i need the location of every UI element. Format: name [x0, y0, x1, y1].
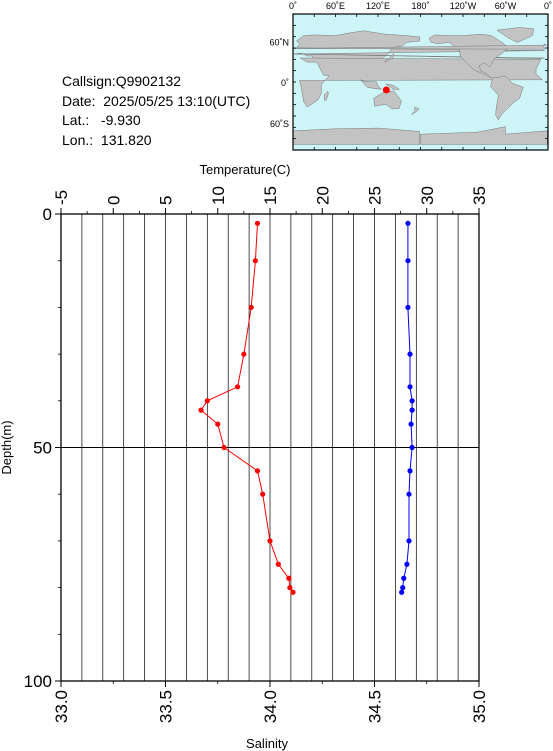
y-tick-label: 50: [33, 439, 52, 458]
temperature-tick-label: -5: [52, 190, 71, 205]
date-text: Date: 2025/05/25 13:10(UTC): [62, 92, 251, 109]
temperature-data-point: [254, 220, 261, 226]
japan-landmass: [384, 53, 394, 63]
indonesia-landmass: [360, 79, 383, 90]
salinity-tick-label: 35.0: [470, 690, 489, 723]
salinity-data-point: [409, 444, 415, 451]
salinity-data-point: [407, 468, 413, 474]
y-tick-label: 0: [43, 205, 52, 224]
temperature-axis-label: Temperature(C): [199, 162, 290, 177]
salinity-data-point: [409, 407, 415, 413]
temperature-series-line: [200, 223, 294, 593]
temperature-data-point: [241, 351, 247, 357]
uk-landmass: [293, 43, 548, 50]
temperature-tick-label: 20: [313, 186, 332, 205]
temperature-data-point: [215, 421, 221, 427]
temperature-tick-label: 5: [157, 196, 176, 205]
temperature-data-point: [275, 561, 281, 567]
temperature-data-point: [267, 538, 273, 544]
temperature-tick-label: 35: [470, 186, 489, 205]
temperature-data-point: [287, 585, 293, 591]
temperature-tick-label: 10: [209, 186, 228, 205]
y-axis-label: Depth(m): [0, 420, 14, 474]
temperature-data-point: [204, 398, 210, 404]
temperature-data-point: [290, 589, 296, 595]
salinity-data-point: [400, 585, 406, 591]
greenland-landmass: [496, 27, 535, 43]
map-lon-label: 0˚: [544, 1, 552, 11]
map-lon-label: 60˚E: [326, 1, 345, 11]
salinity-data-point: [405, 304, 411, 310]
latitude-text: Lat.: -9.930: [62, 112, 141, 128]
map-lon-label: 120˚E: [366, 1, 390, 11]
temperature-data-point: [286, 575, 292, 581]
temperature-tick-label: 0: [104, 196, 123, 205]
temperature-tick-label: 25: [366, 186, 385, 205]
map-lat-label: 60˚N: [269, 37, 289, 47]
salinity-data-point: [408, 421, 414, 427]
salinity-data-point: [407, 351, 413, 357]
temperature-tick-label: 15: [261, 186, 280, 205]
salinity-data-point: [404, 561, 410, 567]
antarctica-west-landmass: [420, 126, 548, 145]
temperature-data-point: [235, 384, 241, 390]
salinity-data-point: [409, 398, 415, 404]
map-lon-label: 0˚: [289, 1, 297, 11]
salinity-tick-label: 34.5: [366, 690, 385, 723]
callsign-text: Callsign:Q9902132: [62, 73, 182, 89]
salinity-data-point: [399, 589, 405, 595]
world-map: 0˚ 60˚E 120˚E 180˚ 120˚W 60˚W 0˚ 60˚N 0˚ 60˚S: [269, 1, 552, 151]
salinity-data-point: [405, 258, 411, 264]
new-guinea-landmass: [385, 83, 401, 90]
longitude-text: Lon.: 131.820: [62, 131, 152, 148]
salinity-data-point: [401, 575, 407, 581]
temperature-data-point: [260, 491, 266, 497]
temperature-data-point: [248, 304, 254, 310]
temperature-data-point: [254, 468, 261, 474]
temperature-data-point: [252, 258, 258, 264]
salinity-axis-label: Salinity: [246, 736, 288, 751]
y-tick-label: 100: [24, 672, 52, 691]
salinity-tick-label: 34.0: [261, 690, 280, 723]
salinity-series-line: [401, 223, 413, 593]
map-lon-label: 120˚W: [450, 1, 477, 11]
map-lat-label: 0˚: [281, 78, 289, 88]
float-location-marker: [382, 86, 390, 94]
new-zealand-landmass: [411, 106, 420, 115]
salinity-tick-label: 33.0: [52, 690, 71, 723]
map-lat-label: 60˚S: [270, 119, 289, 129]
south-america-landmass: [490, 76, 524, 121]
madagascar-landmass: [323, 90, 329, 101]
salinity-tick-label: 33.5: [157, 690, 176, 723]
location-map: 0˚ 60˚E 120˚E 180˚ 120˚W 60˚W 0˚ 60˚N 0˚ 60˚S: [0, 0, 553, 160]
map-lon-label: 60˚W: [495, 1, 517, 11]
north-america-landmass: [428, 33, 510, 79]
africa-landmass: [299, 57, 543, 108]
temperature-data-point: [221, 444, 227, 451]
map-lon-label: 180˚: [411, 1, 429, 11]
float-info: Callsign:Q9902132 Date: 2025/05/25 13:10…: [62, 72, 250, 150]
salinity-data-point: [406, 491, 412, 497]
salinity-data-point: [407, 384, 413, 390]
temperature-data-point: [198, 407, 204, 413]
salinity-data-point: [406, 538, 412, 544]
temperature-tick-label: 30: [418, 186, 437, 205]
salinity-data-point: [405, 220, 411, 226]
